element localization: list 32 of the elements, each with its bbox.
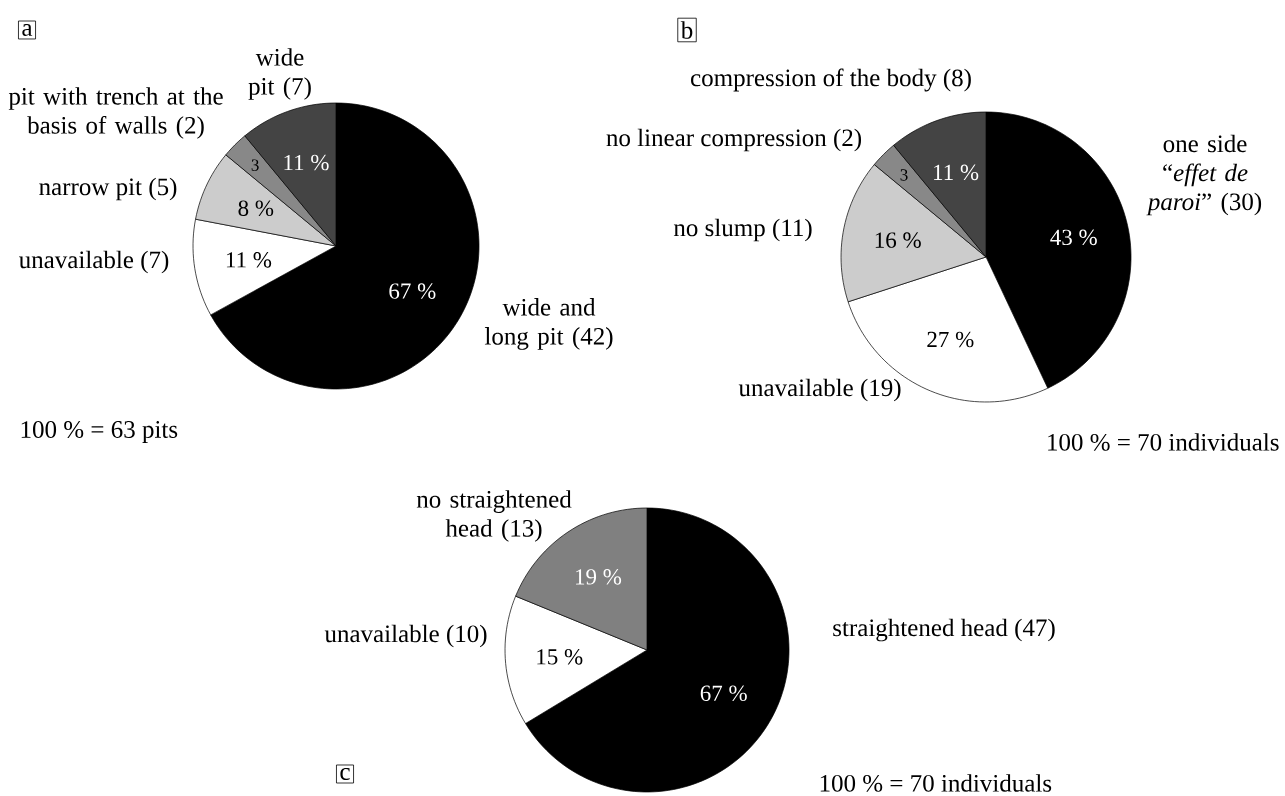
slice-label: pit with trench at the basis of walls (2) [8, 87, 223, 139]
data-label: 11 % [284, 154, 329, 171]
slice-label: no straightened head (13) [416, 490, 572, 542]
slice-label: unavailable (19) [738, 378, 901, 402]
text: 100 % = 70 individuals [820, 774, 1052, 792]
slice-label: wide and long pit (42) [484, 298, 613, 350]
data-label: 67 % [700, 685, 747, 702]
text: c [340, 767, 350, 781]
data-label: 19 % [576, 569, 622, 585]
slice-label: no slump (11) [673, 218, 812, 242]
data-label: 67 % [389, 283, 436, 299]
data-label: 43 % [1050, 229, 1097, 246]
slice-label: narrow pit (5) [39, 177, 177, 201]
legend-label: compression of the body (8) [691, 68, 971, 92]
chart-title: a [22, 24, 33, 36]
text: 100 % = 63 pits [21, 421, 178, 443]
data-label: 8 % [238, 200, 274, 217]
data-label: 3 [251, 159, 259, 171]
slice-label: unavailable (10) [324, 624, 487, 648]
data-label: 11 % [934, 164, 979, 181]
data-label: 16 % [875, 232, 921, 248]
text: 100 % = 70 individuals [1048, 433, 1279, 451]
slice-label: straightened head (47) [833, 618, 1055, 642]
slice-label: one side “effet de paroi” (30) [1146, 134, 1262, 216]
data-label: 27 % [927, 331, 974, 348]
data-label: 11 % [226, 252, 272, 268]
chart-title: b [680, 21, 693, 39]
slice-label: unavailable (7) [19, 250, 169, 274]
data-label: 3 [900, 169, 908, 181]
slice-label: wide pit (7) [248, 48, 311, 100]
slice-label: no linear compression (2) [606, 128, 862, 152]
data-label: 15 % [537, 649, 583, 665]
